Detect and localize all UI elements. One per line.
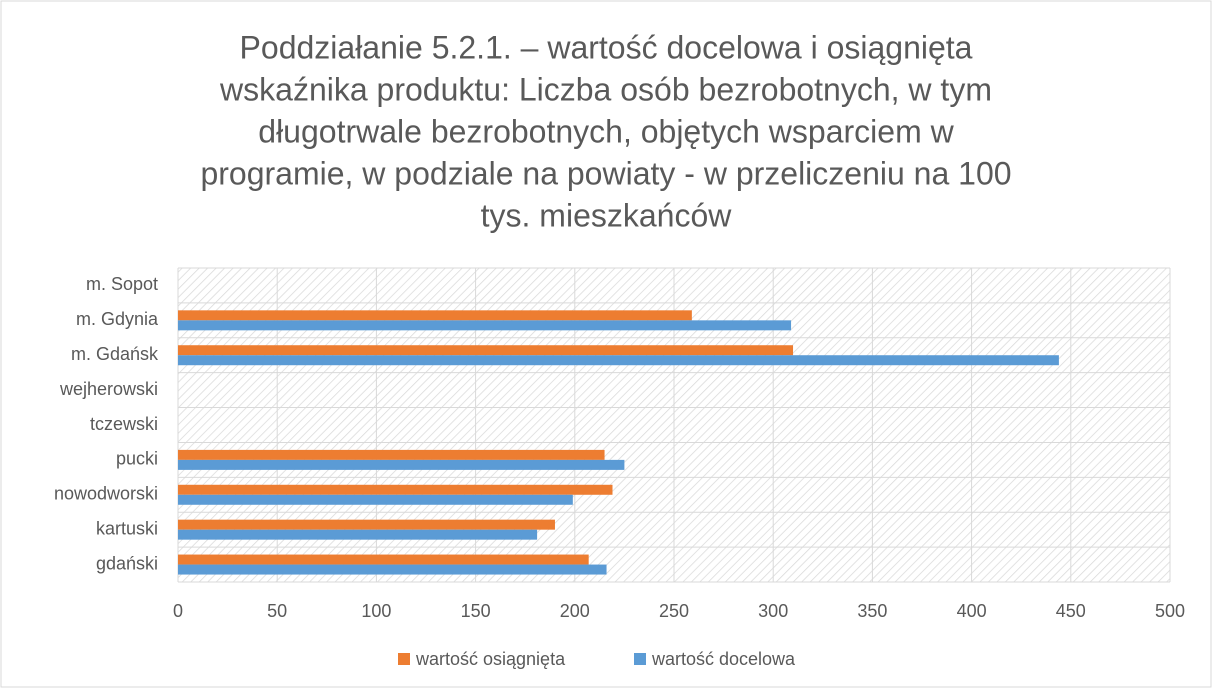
x-tick-label: 500 (1155, 601, 1185, 621)
x-tick-label: 350 (857, 601, 887, 621)
bar (178, 449, 605, 460)
chart-title: Poddziałanie 5.2.1. – wartość docelowa i… (240, 29, 973, 65)
chart-title: programie, w podziale na powiaty - w prz… (200, 155, 1011, 191)
x-tick-label: 250 (659, 601, 689, 621)
x-tick-label: 200 (560, 601, 590, 621)
bar (178, 564, 607, 575)
bar (178, 484, 613, 495)
x-tick-label: 0 (173, 601, 183, 621)
bar (178, 310, 692, 321)
legend-swatch (398, 653, 410, 665)
bar (178, 554, 589, 565)
x-tick-label: 150 (461, 601, 491, 621)
chart-title: tys. mieszkańców (481, 197, 733, 233)
y-tick-label: m. Sopot (86, 274, 158, 294)
bar (178, 459, 625, 470)
y-tick-label: m. Gdańsk (71, 344, 159, 364)
bar (178, 320, 792, 331)
y-tick-label: m. Gdynia (76, 309, 159, 329)
chart-title: wskaźnika produktu: Liczba osób bezrobot… (219, 71, 992, 107)
x-tick-label: 100 (361, 601, 391, 621)
bar (178, 519, 555, 530)
legend-label: wartość osiągnięta (415, 649, 566, 669)
bar (178, 345, 794, 356)
x-tick-label: 50 (267, 601, 287, 621)
chart-title: długotrwale bezrobotnych, objętych wspar… (258, 113, 954, 149)
y-tick-label: kartuski (96, 518, 158, 538)
x-tick-label: 450 (1056, 601, 1086, 621)
y-tick-label: nowodworski (54, 484, 158, 504)
x-tick-label: 300 (758, 601, 788, 621)
x-tick-label: 400 (957, 601, 987, 621)
bar (178, 355, 1059, 366)
y-tick-label: gdański (96, 553, 158, 573)
bar (178, 529, 538, 540)
legend-swatch (634, 653, 646, 665)
y-tick-label: tczewski (90, 414, 158, 434)
legend-label: wartość docelowa (651, 649, 796, 669)
y-tick-label: wejherowski (59, 379, 158, 399)
bar (178, 494, 573, 505)
y-tick-label: pucki (116, 449, 158, 469)
